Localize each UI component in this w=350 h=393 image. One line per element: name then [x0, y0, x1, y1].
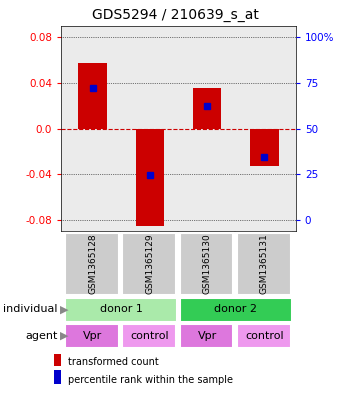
- Text: donor 2: donor 2: [214, 304, 257, 314]
- Text: ▶: ▶: [60, 304, 68, 314]
- Bar: [193, 88, 222, 129]
- Text: GSM1365130: GSM1365130: [203, 233, 212, 294]
- Bar: [122, 324, 176, 349]
- Bar: [180, 324, 233, 349]
- Bar: [237, 324, 290, 349]
- Bar: [180, 298, 292, 322]
- Bar: [65, 233, 119, 295]
- Bar: [122, 233, 176, 295]
- Text: agent: agent: [25, 331, 58, 341]
- Text: GSM1365128: GSM1365128: [88, 233, 97, 294]
- Text: GSM1365129: GSM1365129: [145, 233, 154, 294]
- Bar: [65, 298, 177, 322]
- Text: GDS5294 / 210639_s_at: GDS5294 / 210639_s_at: [92, 7, 258, 22]
- Text: donor 1: donor 1: [100, 304, 143, 314]
- Bar: [54, 369, 61, 384]
- Bar: [65, 324, 119, 349]
- Text: transformed count: transformed count: [68, 357, 158, 367]
- Text: ▶: ▶: [60, 331, 68, 341]
- Bar: [250, 129, 279, 166]
- Text: control: control: [131, 331, 169, 341]
- Bar: [78, 63, 107, 129]
- Bar: [135, 129, 164, 226]
- Text: control: control: [245, 331, 284, 341]
- Text: Vpr: Vpr: [197, 331, 217, 341]
- Text: GSM1365131: GSM1365131: [260, 233, 269, 294]
- Text: Vpr: Vpr: [83, 331, 102, 341]
- Bar: [54, 352, 61, 366]
- Bar: [237, 233, 290, 295]
- Bar: [180, 233, 233, 295]
- Text: individual: individual: [3, 304, 58, 314]
- Text: percentile rank within the sample: percentile rank within the sample: [68, 375, 232, 384]
